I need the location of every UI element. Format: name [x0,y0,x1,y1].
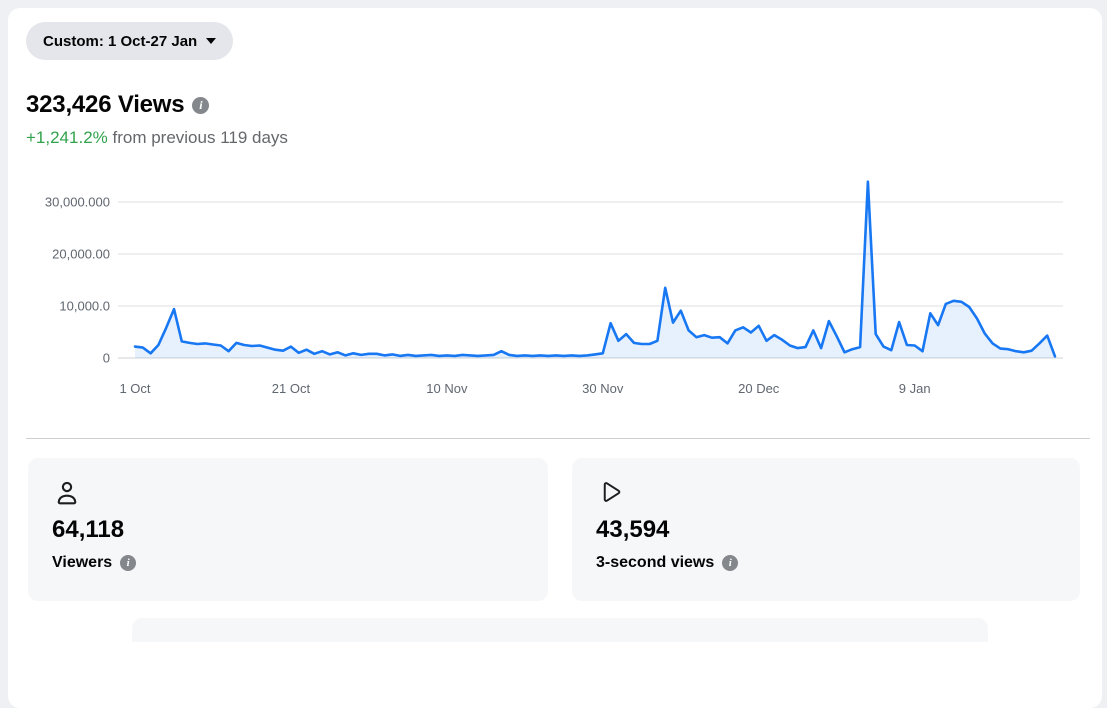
info-icon[interactable]: i [722,555,739,571]
date-range-filter-button[interactable]: Custom: 1 Oct-27 Jan [26,22,234,60]
info-icon[interactable]: i [192,96,210,114]
viewers-label: Viewers [52,554,113,571]
delta-suffix: from previous 119 days [107,128,288,147]
views-line [133,180,1057,358]
x-tick-label: 21 Oct [271,381,311,396]
info-icon[interactable]: i [120,555,137,571]
chart-x-axis: 1 Oct 21 Oct 10 Nov 30 Nov 20 Dec 9 Jan [118,373,1063,396]
y-tick-label: 30,000.000 [44,194,110,210]
views-chart: 30,000.000 20,000.00 10,000.0 0 1 Oct 21 Oct… [8,166,1093,411]
metric-cards: 64,118 Viewers i 43,594 3-second views i [28,458,1080,601]
delta-percentage: +1,241.2% [26,128,108,147]
viewers-card: 64,118 Viewers i [28,458,548,601]
play-icon [596,478,1056,510]
insights-panel: Custom: 1 Oct-27 Jan 323,426 Views i +1,… [8,8,1102,708]
three-second-views-label: 3-second views [596,554,715,571]
person-icon [52,478,524,510]
views-total: 323,426 Views [26,91,185,118]
y-tick-label: 0 [102,350,110,366]
area-fill [135,181,1055,358]
chart-y-axis: 30,000.000 20,000.00 10,000.0 0 [8,166,110,366]
x-tick-label: 9 Jan [898,381,931,396]
views-header: 323,426 Views i [26,91,210,119]
views-area-chart-plot[interactable] [118,166,1063,366]
three-second-views-value: 43,594 [596,516,670,543]
three-second-views-card: 43,594 3-second views i [572,458,1080,601]
x-tick-label: 1 Oct [119,381,151,396]
date-range-label: Custom: 1 Oct-27 Jan [43,32,198,50]
section-divider [26,438,1090,439]
x-tick-label: 30 Nov [582,381,624,396]
comparison-subtitle: +1,241.2% from previous 119 days [26,128,288,148]
x-tick-label: 20 Dec [738,381,780,396]
viewers-value: 64,118 [52,516,125,543]
y-tick-label: 10,000.0 [59,298,110,314]
next-section-card-partial [132,618,988,642]
x-tick-label: 10 Nov [426,381,468,396]
y-tick-label: 20,000.00 [52,246,110,262]
caret-down-icon [206,38,217,44]
